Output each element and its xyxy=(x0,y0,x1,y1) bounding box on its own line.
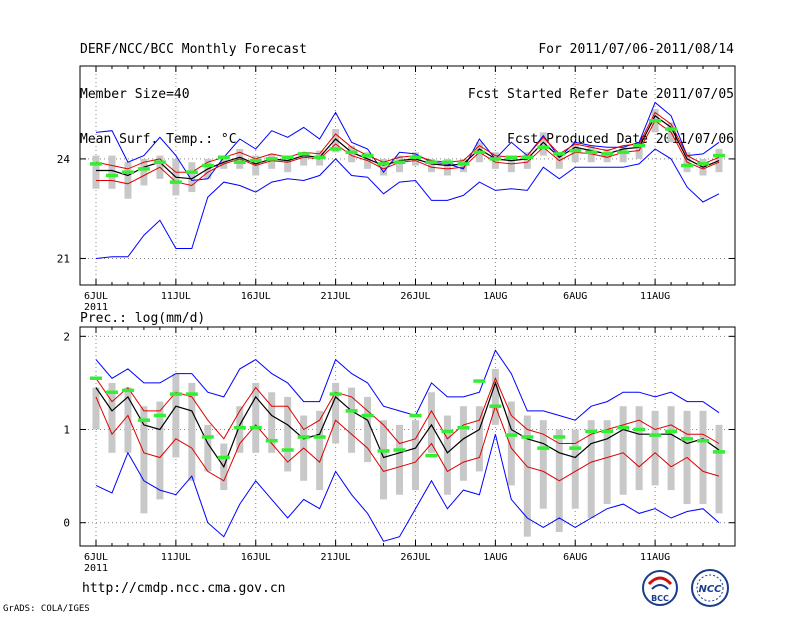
xtick-label: 16JUL xyxy=(241,291,271,302)
xtick-label: 1AUG xyxy=(483,552,507,563)
xtick-label: 6JUL xyxy=(84,291,108,302)
spread-box xyxy=(188,162,196,193)
spread-box xyxy=(284,155,292,173)
spread-box xyxy=(204,424,212,472)
max-line xyxy=(95,101,720,182)
temp-panel-title: Mean Surf. Temp.: °C xyxy=(80,132,237,147)
spread-box xyxy=(651,410,659,486)
spread-box xyxy=(236,406,244,453)
mean-line xyxy=(96,114,720,180)
spread-box xyxy=(475,406,483,472)
xtick-label: 26JUL xyxy=(400,291,430,302)
spread-box xyxy=(699,410,707,505)
xtick-label: 6AUG xyxy=(563,552,587,563)
spread-box xyxy=(715,424,723,514)
spread-box xyxy=(380,420,388,500)
spread-box xyxy=(507,401,515,486)
xtick-label: 11AUG xyxy=(640,291,670,302)
chart-title: DERF/NCC/BCC Monthly Forecast xyxy=(80,42,307,57)
spread-box xyxy=(156,401,164,500)
upper-line xyxy=(95,111,720,173)
spread-box xyxy=(523,415,531,537)
spread-box xyxy=(300,152,308,166)
ytick-label: 1 xyxy=(63,424,70,437)
min-line xyxy=(95,434,720,542)
fcst-start-date: Fcst Started Refer Date 2011/07/05 xyxy=(467,87,734,102)
xtick-label: 26JUL xyxy=(400,552,430,563)
spread-box xyxy=(284,396,292,472)
spread-box xyxy=(427,392,435,453)
ncc-logo: NCC xyxy=(691,569,729,607)
ytick-label: 21 xyxy=(57,252,70,265)
upper-line xyxy=(95,376,720,445)
spread-box xyxy=(140,158,148,186)
spread-box xyxy=(603,420,611,505)
plot-frame xyxy=(79,326,736,547)
logo-area: BCC NCC xyxy=(642,569,729,607)
spread-box xyxy=(667,406,675,491)
year-label: 2011 xyxy=(84,563,108,574)
spread-box xyxy=(396,424,404,495)
prec-panel-title: Prec.: log(mm/d) xyxy=(80,311,205,326)
ytick-label: 0 xyxy=(63,517,70,530)
mean-line xyxy=(95,381,720,469)
xtick-label: 21JUL xyxy=(321,552,351,563)
xtick-label: 21JUL xyxy=(321,291,351,302)
lower-line xyxy=(95,396,720,482)
spread-box xyxy=(188,382,196,481)
xtick-label: 11JUL xyxy=(161,291,191,302)
xtick-label: 16JUL xyxy=(241,552,271,563)
max-line xyxy=(95,349,720,421)
spread-box xyxy=(539,132,547,156)
spread-box xyxy=(124,387,132,453)
spread-box xyxy=(316,410,324,491)
spread-box xyxy=(108,155,116,189)
spread-box xyxy=(571,429,579,509)
spread-box xyxy=(332,382,340,444)
spread-box xyxy=(348,387,356,453)
spread-box xyxy=(635,406,643,491)
xtick-label: 6AUG xyxy=(563,291,587,302)
year-label: 2011 xyxy=(84,302,108,313)
xtick-label: 11AUG xyxy=(640,552,670,563)
footer-url[interactable]: http://cmdp.ncc.cma.gov.cn xyxy=(82,581,286,596)
ytick-label: 24 xyxy=(57,153,71,166)
spread-box xyxy=(332,129,340,153)
spread-box xyxy=(140,406,148,514)
bcc-logo: BCC xyxy=(642,570,678,606)
bcc-logo-text: BCC xyxy=(651,594,669,603)
xtick-label: 11JUL xyxy=(161,552,191,563)
spread-box xyxy=(411,420,419,491)
spread-box xyxy=(172,373,180,458)
spread-box xyxy=(92,387,100,430)
spread-box xyxy=(459,406,467,481)
spread-box xyxy=(443,158,451,176)
spread-box xyxy=(619,406,627,495)
spread-box xyxy=(364,396,372,463)
grads-credit: GrADS: COLA/IGES xyxy=(3,604,90,614)
spread-box xyxy=(268,392,276,453)
spread-box xyxy=(715,148,723,173)
spread-box xyxy=(268,153,276,169)
spread-box xyxy=(380,158,388,176)
spread-box xyxy=(124,162,132,199)
spread-box xyxy=(92,155,100,189)
xtick-label: 6JUL xyxy=(84,552,108,563)
lower-line xyxy=(96,120,720,187)
spread-box xyxy=(108,382,116,453)
xtick-label: 1AUG xyxy=(483,291,507,302)
spread-box xyxy=(252,382,260,453)
spread-box xyxy=(539,420,547,509)
spread-box xyxy=(443,415,451,495)
spread-box xyxy=(523,152,531,169)
forecast-period: For 2011/07/06-2011/08/14 xyxy=(538,42,734,57)
plot-frame xyxy=(79,65,736,286)
spread-box xyxy=(427,158,435,173)
spread-box xyxy=(587,420,595,519)
ytick-label: 2 xyxy=(63,330,70,343)
ncc-logo-text: NCC xyxy=(698,584,722,595)
min-line xyxy=(95,148,720,259)
spread-box xyxy=(491,368,499,425)
